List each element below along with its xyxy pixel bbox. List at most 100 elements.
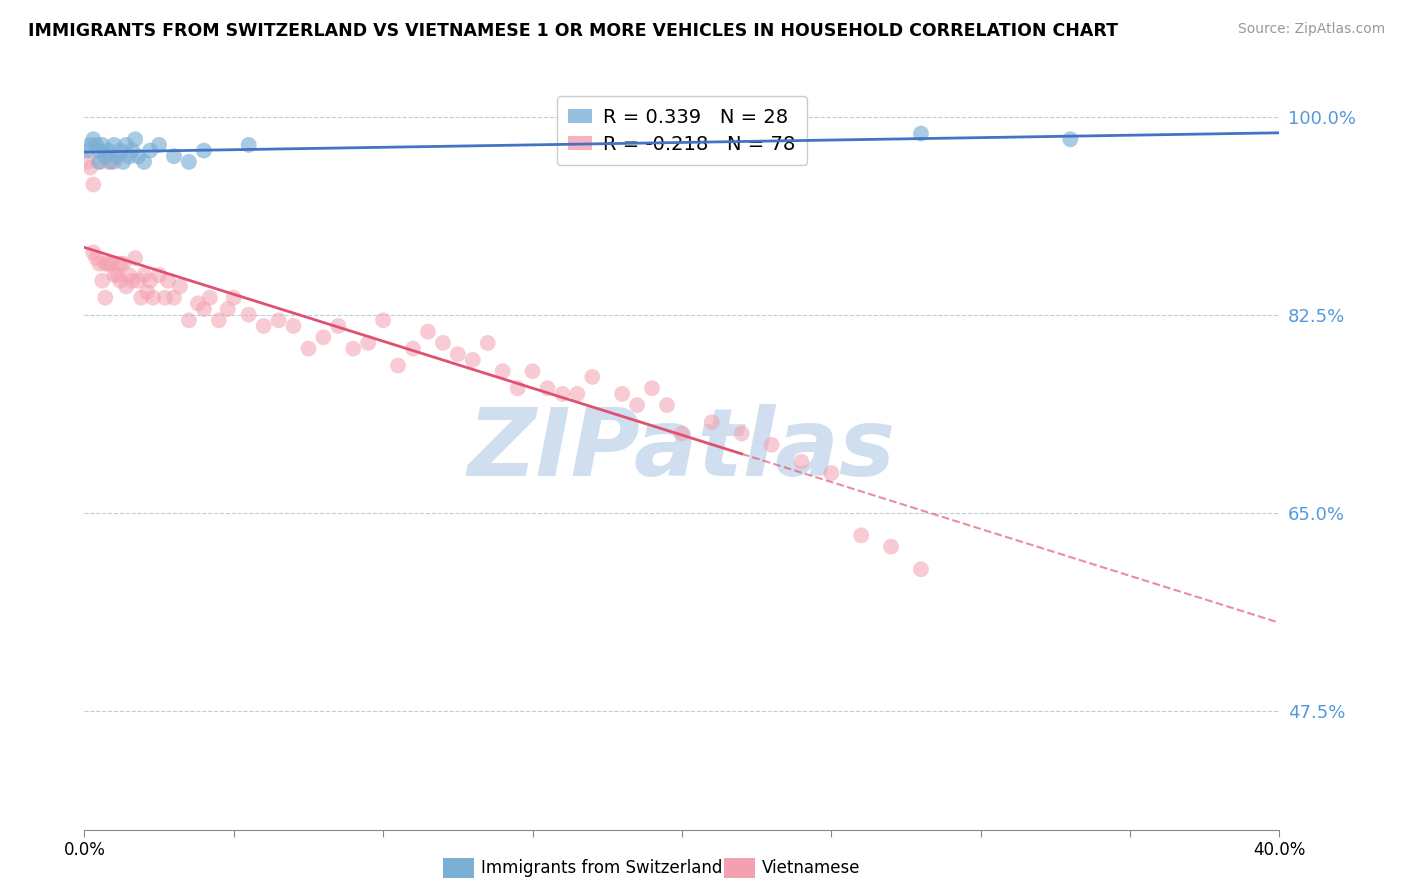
Point bbox=[118, 149, 141, 163]
Point bbox=[132, 268, 156, 282]
Point bbox=[761, 438, 783, 452]
Point bbox=[1059, 132, 1081, 146]
Point bbox=[328, 318, 350, 333]
Point bbox=[82, 132, 104, 146]
Point bbox=[177, 313, 200, 327]
Text: Source: ZipAtlas.com: Source: ZipAtlas.com bbox=[1237, 22, 1385, 37]
Point bbox=[222, 291, 245, 305]
Point bbox=[551, 387, 574, 401]
Point bbox=[94, 149, 117, 163]
Point bbox=[115, 137, 138, 152]
Point bbox=[626, 398, 648, 412]
Point bbox=[139, 274, 162, 288]
Point bbox=[86, 251, 108, 265]
Point bbox=[342, 342, 364, 356]
Point bbox=[447, 347, 470, 361]
Point bbox=[731, 426, 754, 441]
Point bbox=[283, 318, 305, 333]
Point bbox=[402, 342, 425, 356]
Point bbox=[187, 296, 209, 310]
Point bbox=[82, 178, 104, 192]
Point bbox=[97, 257, 120, 271]
Point bbox=[103, 154, 125, 169]
Point bbox=[567, 387, 589, 401]
Point bbox=[148, 137, 170, 152]
Point bbox=[121, 144, 143, 158]
Text: IMMIGRANTS FROM SWITZERLAND VS VIETNAMESE 1 OR MORE VEHICLES IN HOUSEHOLD CORREL: IMMIGRANTS FROM SWITZERLAND VS VIETNAMES… bbox=[28, 22, 1118, 40]
Point bbox=[851, 528, 873, 542]
Point bbox=[142, 291, 165, 305]
Point bbox=[153, 291, 176, 305]
Point bbox=[416, 325, 439, 339]
Point bbox=[79, 137, 101, 152]
Point bbox=[253, 318, 276, 333]
Point bbox=[267, 313, 290, 327]
Point bbox=[97, 144, 120, 158]
Text: Immigrants from Switzerland: Immigrants from Switzerland bbox=[481, 859, 723, 877]
Point bbox=[910, 127, 932, 141]
Point bbox=[100, 257, 122, 271]
Point bbox=[127, 274, 149, 288]
Point bbox=[198, 291, 221, 305]
Point bbox=[76, 154, 98, 169]
Point bbox=[100, 154, 122, 169]
Point bbox=[148, 268, 170, 282]
Point bbox=[157, 274, 180, 288]
Point bbox=[112, 257, 135, 271]
Point bbox=[110, 274, 132, 288]
Point bbox=[89, 144, 111, 158]
Text: Vietnamese: Vietnamese bbox=[762, 859, 860, 877]
Text: ZIPatlas: ZIPatlas bbox=[468, 404, 896, 497]
Point bbox=[238, 137, 260, 152]
Point bbox=[124, 251, 146, 265]
Point bbox=[89, 154, 111, 169]
Point bbox=[76, 144, 98, 158]
Point bbox=[115, 279, 138, 293]
Point bbox=[193, 301, 215, 316]
Point bbox=[820, 466, 842, 480]
Point bbox=[132, 154, 156, 169]
Point bbox=[357, 335, 380, 350]
Legend: R = 0.339   N = 28, R = -0.218   N = 78: R = 0.339 N = 28, R = -0.218 N = 78 bbox=[557, 96, 807, 165]
Point bbox=[641, 381, 664, 395]
Point bbox=[506, 381, 529, 395]
Point bbox=[217, 301, 239, 316]
Point bbox=[297, 342, 319, 356]
Point bbox=[103, 137, 125, 152]
Point bbox=[910, 562, 932, 576]
Point bbox=[790, 455, 813, 469]
Point bbox=[208, 313, 231, 327]
Point bbox=[94, 257, 117, 271]
Point bbox=[880, 540, 903, 554]
Point bbox=[373, 313, 395, 327]
Point bbox=[79, 161, 101, 175]
Point bbox=[91, 137, 114, 152]
Point bbox=[110, 144, 132, 158]
Point bbox=[477, 335, 499, 350]
Point bbox=[112, 154, 135, 169]
Point bbox=[89, 154, 111, 169]
Point bbox=[238, 308, 260, 322]
Point bbox=[169, 279, 191, 293]
Point bbox=[91, 274, 114, 288]
Point bbox=[461, 353, 484, 368]
Point bbox=[110, 257, 132, 271]
Point bbox=[103, 268, 125, 282]
Point bbox=[581, 370, 603, 384]
Point bbox=[163, 291, 186, 305]
Point bbox=[89, 257, 111, 271]
Point bbox=[492, 364, 515, 378]
Point bbox=[163, 149, 186, 163]
Point bbox=[139, 144, 162, 158]
Point bbox=[124, 132, 146, 146]
Point bbox=[105, 268, 128, 282]
Point bbox=[655, 398, 678, 412]
Point bbox=[312, 330, 335, 344]
Point bbox=[118, 268, 141, 282]
Point bbox=[136, 285, 159, 299]
Point bbox=[536, 381, 558, 395]
Point bbox=[105, 149, 128, 163]
Point bbox=[193, 144, 215, 158]
Point bbox=[97, 154, 120, 169]
Point bbox=[612, 387, 634, 401]
